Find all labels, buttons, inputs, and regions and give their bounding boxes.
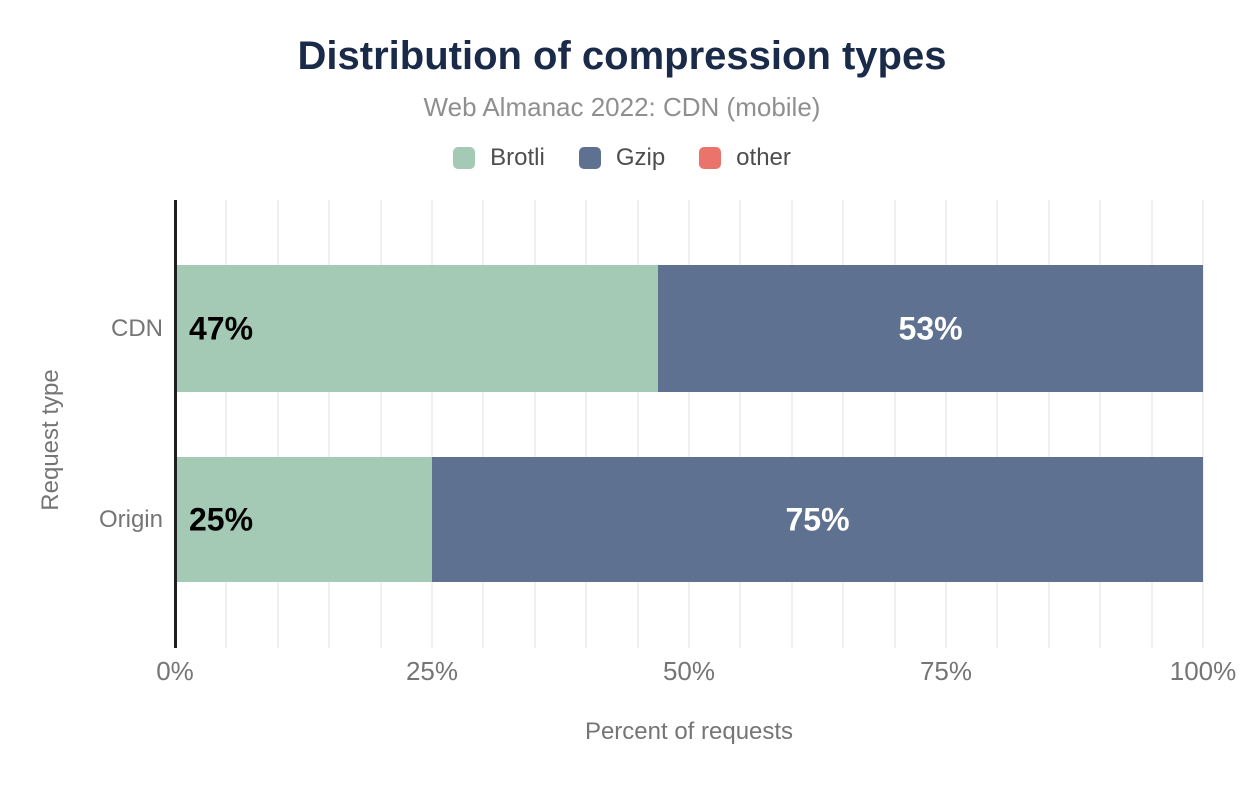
chart-subtitle: Web Almanac 2022: CDN (mobile) xyxy=(423,92,821,122)
x-tick-label-25: 25% xyxy=(405,656,459,686)
gridline xyxy=(945,200,947,648)
gridline xyxy=(482,200,485,648)
legend-swatch-brotli xyxy=(453,147,476,169)
gridline xyxy=(842,200,845,648)
bar-value-label: 53% xyxy=(898,310,963,346)
x-tick-label-0: 0% xyxy=(156,656,194,686)
x-tick-labels: 0% 25% 50% 75% 100% xyxy=(156,656,1236,688)
bar-segment-brotli-origin: 25% xyxy=(175,457,432,582)
gridline xyxy=(328,200,331,648)
legend-item-other: other xyxy=(699,144,791,172)
gridline xyxy=(893,200,896,648)
gridline xyxy=(1202,200,1204,648)
legend-label: Gzip xyxy=(615,144,666,171)
category-labels: CDN Origin xyxy=(0,200,163,648)
plot-area: 47% 53% 25% 75% xyxy=(174,200,1204,648)
gridline xyxy=(1099,200,1102,648)
bar-value-label: 75% xyxy=(785,501,850,537)
legend: Brotli Gzip other xyxy=(0,143,1244,173)
bar-value-label: 47% xyxy=(189,310,254,346)
gridline xyxy=(225,200,228,648)
legend-item-gzip: Gzip xyxy=(578,144,666,172)
bar-segment-gzip-cdn: 53% xyxy=(658,265,1203,392)
legend-label: other xyxy=(736,144,791,171)
gridline xyxy=(276,200,279,648)
gridline xyxy=(996,200,999,648)
gridline xyxy=(585,200,588,648)
bar-row-cdn: 47% 53% xyxy=(175,265,1203,392)
gridline xyxy=(533,200,536,648)
bar-segment-brotli-cdn: 47% xyxy=(175,265,659,392)
gridline xyxy=(688,200,690,648)
category-label-cdn: CDN xyxy=(111,314,163,342)
gridline xyxy=(1047,200,1050,648)
category-label-origin: Origin xyxy=(98,505,163,533)
legend-swatch-other xyxy=(699,147,722,169)
x-axis-title: Percent of requests xyxy=(584,718,794,745)
x-tick-label-50: 50% xyxy=(662,656,716,686)
bar-segment-gzip-origin: 75% xyxy=(432,457,1203,582)
gridline xyxy=(636,200,639,648)
chart-title: Distribution of compression types xyxy=(297,34,947,78)
gridline xyxy=(431,200,433,648)
bar-value-label: 25% xyxy=(189,501,254,537)
bar-row-origin: 25% 75% xyxy=(175,457,1203,582)
gridline xyxy=(1150,200,1153,648)
legend-label: Brotli xyxy=(490,144,545,171)
legend-item-brotli: Brotli xyxy=(453,144,545,172)
gridline xyxy=(739,200,742,648)
x-tick-label-75: 75% xyxy=(919,656,973,686)
y-axis-line xyxy=(174,200,177,648)
x-tick-label-100: 100% xyxy=(1169,656,1237,686)
gridline xyxy=(790,200,793,648)
gridline xyxy=(379,200,382,648)
legend-swatch-gzip xyxy=(578,147,601,169)
